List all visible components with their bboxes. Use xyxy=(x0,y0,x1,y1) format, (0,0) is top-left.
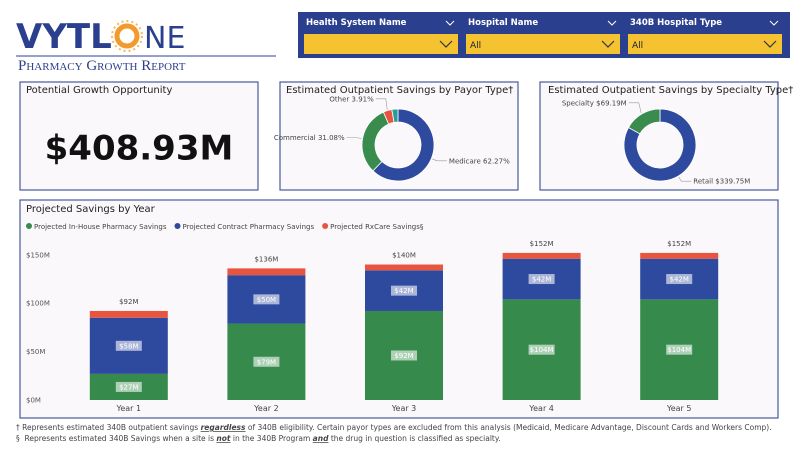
data-label: $58M xyxy=(119,342,138,350)
filter-dropdown[interactable] xyxy=(466,34,620,54)
bar-segment xyxy=(89,310,168,318)
slice-label: Specialty $69.19M xyxy=(562,99,627,107)
data-label-bg xyxy=(115,381,142,392)
slice-label: Commercial 31.08% xyxy=(274,134,345,142)
total-label: $152M xyxy=(530,240,554,248)
x-tick-label: Year 3 xyxy=(391,404,417,413)
filter-value: All xyxy=(470,41,481,51)
data-label-bg xyxy=(528,274,555,285)
data-label: $42M xyxy=(669,276,688,284)
data-label-bg xyxy=(391,285,417,296)
total-label: $152M xyxy=(667,240,691,248)
donut-slice xyxy=(391,108,399,123)
data-label-bg xyxy=(666,344,693,355)
bar-segment xyxy=(227,268,306,276)
data-label-bg xyxy=(391,350,417,361)
kpi-value: $408.93M xyxy=(45,129,234,169)
footnote: § Represents estimated 340B Savings when… xyxy=(16,434,501,443)
chart-title: Projected Savings by Year xyxy=(26,204,156,215)
filter-label: 340B Hospital Type xyxy=(630,18,722,28)
logo-right: NE xyxy=(144,21,185,56)
x-tick-label: Year 5 xyxy=(666,404,692,413)
y-tick-label: $100M xyxy=(26,300,50,308)
data-label-bg xyxy=(115,340,142,351)
data-label: $104M xyxy=(667,346,691,354)
data-label-bg xyxy=(253,356,280,367)
data-label: $92M xyxy=(394,352,413,360)
filter-chevron xyxy=(769,20,779,26)
filter-dropdown[interactable] xyxy=(304,34,458,54)
data-label-bg xyxy=(666,274,693,285)
data-label: $50M xyxy=(257,296,276,304)
legend-swatch xyxy=(26,223,32,229)
slice-label: Medicare 62.27% xyxy=(449,157,510,165)
dropdown-chevron xyxy=(601,40,615,48)
legend-label: Projected In-House Pharmacy Savings xyxy=(34,223,167,231)
chart-title: Estimated Outpatient Savings by Specialt… xyxy=(548,85,793,96)
filter-label: Health System Name xyxy=(306,18,407,28)
logo-left: VYTL xyxy=(16,17,112,57)
legend-label: Projected Contract Pharmacy Savings xyxy=(183,223,315,231)
donut-slice xyxy=(627,108,661,135)
logo-sun xyxy=(111,20,143,52)
bar-segment xyxy=(502,252,581,259)
filter-chevron xyxy=(607,20,617,26)
legend-label: Projected RxCare Savings§ xyxy=(330,223,424,231)
slice-label: Retail $339.75M xyxy=(693,178,750,186)
y-tick-label: $0M xyxy=(26,397,41,405)
data-label: $42M xyxy=(532,276,551,284)
data-label: $42M xyxy=(394,287,413,295)
total-label: $92M xyxy=(119,298,138,306)
total-label: $136M xyxy=(254,255,278,263)
chart-title: Estimated Outpatient Savings by Payor Ty… xyxy=(286,85,513,96)
data-label-bg xyxy=(528,344,555,355)
report-title: Pharmacy Growth Report xyxy=(18,58,186,74)
data-label: $27M xyxy=(119,383,138,391)
x-tick-label: Year 1 xyxy=(116,404,142,413)
data-label: $104M xyxy=(530,346,554,354)
dropdown-chevron xyxy=(439,40,453,48)
filter-dropdown[interactable] xyxy=(628,34,782,54)
filter-value: All xyxy=(632,41,643,51)
x-tick-label: Year 4 xyxy=(528,404,554,413)
leader-line xyxy=(432,158,447,162)
y-tick-label: $50M xyxy=(26,348,45,356)
x-tick-label: Year 2 xyxy=(253,404,279,413)
data-label: $79M xyxy=(257,358,276,366)
total-label: $140M xyxy=(392,252,416,260)
filter-label: Hospital Name xyxy=(468,18,538,28)
dropdown-chevron xyxy=(763,40,777,48)
kpi-title: Potential Growth Opportunity xyxy=(26,85,172,96)
legend-swatch xyxy=(174,223,181,229)
donut-slice xyxy=(372,108,435,182)
y-tick-label: $150M xyxy=(26,251,50,259)
bar-segment xyxy=(640,252,719,259)
slice-label: Other 3.91% xyxy=(329,95,374,103)
leader-line xyxy=(628,102,642,114)
kpi-card xyxy=(19,81,259,191)
filter-chevron xyxy=(445,20,455,26)
footnote: † Represents estimated 340B outpatient s… xyxy=(16,423,772,432)
bar-segment xyxy=(365,264,443,271)
legend-swatch xyxy=(322,223,329,229)
leader-line xyxy=(375,98,388,110)
leader-line xyxy=(346,137,362,139)
data-label-bg xyxy=(253,294,280,305)
leader-line xyxy=(678,176,692,182)
donut-slice xyxy=(623,108,697,182)
